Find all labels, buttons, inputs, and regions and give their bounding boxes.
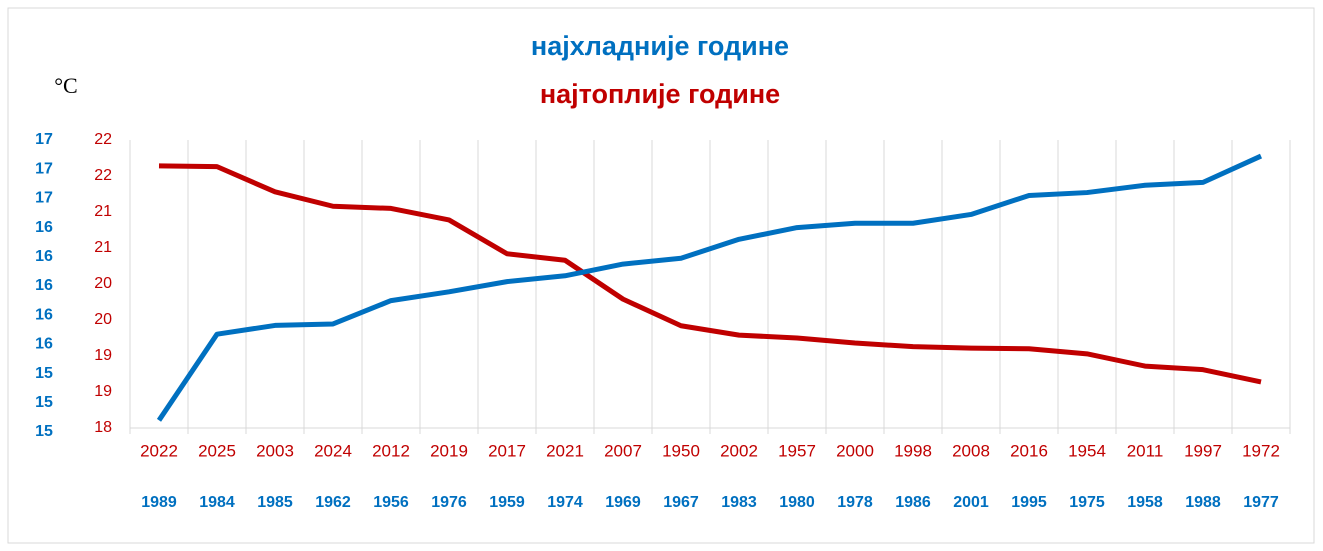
y2-tick-label: 15: [35, 423, 53, 440]
chart-title: најхладније године: [531, 31, 789, 61]
y-tick-label: 21: [94, 203, 112, 220]
x2-tick-label: 1962: [315, 494, 351, 511]
series-line: [158, 163, 1262, 385]
chart-subtitle: најтоплије године: [540, 79, 780, 109]
x-tick-label: 2016: [1010, 441, 1048, 460]
y-tick-label: 19: [94, 383, 112, 400]
x2-tick-label: 1995: [1011, 494, 1047, 511]
x2-tick-label: 1989: [141, 494, 177, 511]
x2-tick-label: 1986: [895, 494, 931, 511]
x2-tick-label: 2001: [953, 494, 989, 511]
y2-tick-label: 16: [35, 248, 53, 265]
unit-label: °C: [54, 73, 77, 98]
x-tick-label: 2007: [604, 441, 642, 460]
y2-tick-label: 16: [35, 219, 53, 236]
x-tick-label: 2019: [430, 441, 468, 460]
x-tick-label: 2017: [488, 441, 526, 460]
x2-tick-label: 1969: [605, 494, 641, 511]
x2-tick-label: 1956: [373, 494, 409, 511]
y2-tick-label: 15: [35, 365, 53, 382]
y-tick-label: 21: [94, 239, 112, 256]
x2-tick-label: 1974: [547, 494, 583, 511]
y-tick-label: 22: [94, 131, 112, 148]
x-tick-label: 2000: [836, 441, 874, 460]
x2-tick-label: 1977: [1243, 494, 1279, 511]
x2-tick-label: 1967: [663, 494, 699, 511]
x-tick-label: 2022: [140, 441, 178, 460]
y-tick-label: 19: [94, 347, 112, 364]
x2-tick-label: 1983: [721, 494, 757, 511]
x-tick-label: 1957: [778, 441, 816, 460]
x-tick-label: 2008: [952, 441, 990, 460]
x2-tick-label: 1988: [1185, 494, 1221, 511]
y2-tick-label: 16: [35, 277, 53, 294]
y-tick-label: 20: [94, 311, 112, 328]
y2-tick-label: 16: [35, 336, 53, 353]
x-tick-label: 2002: [720, 441, 758, 460]
x2-tick-label: 1978: [837, 494, 873, 511]
x2-tick-label: 1975: [1069, 494, 1105, 511]
x2-tick-label: 1980: [779, 494, 815, 511]
x-tick-label: 2024: [314, 441, 352, 460]
x-tick-label: 1997: [1184, 441, 1222, 460]
y2-tick-label: 15: [35, 394, 53, 411]
x-tick-label: 1972: [1242, 441, 1280, 460]
y-tick-label: 22: [94, 167, 112, 184]
x2-tick-label: 1958: [1127, 494, 1163, 511]
x-tick-label: 1998: [894, 441, 932, 460]
x2-tick-label: 1959: [489, 494, 525, 511]
series-line: [156, 153, 1263, 422]
x-tick-label: 2011: [1127, 441, 1164, 460]
x-tick-label: 2012: [372, 441, 410, 460]
x2-tick-label: 1985: [257, 494, 293, 511]
x-tick-label: 2025: [198, 441, 236, 460]
y-tick-label: 20: [94, 275, 112, 292]
x2-tick-label: 1984: [199, 494, 235, 511]
x-tick-label: 1954: [1068, 441, 1106, 460]
x-tick-label: 2003: [256, 441, 294, 460]
y2-tick-label: 17: [35, 160, 53, 177]
y2-tick-label: 16: [35, 306, 53, 323]
y2-tick-label: 17: [35, 131, 53, 148]
y2-tick-label: 17: [35, 190, 53, 207]
x-tick-label: 1950: [662, 441, 700, 460]
y-tick-label: 18: [94, 419, 112, 436]
x-tick-label: 2021: [546, 441, 584, 460]
x2-tick-label: 1976: [431, 494, 467, 511]
chart-frame: [7, 7, 1315, 544]
